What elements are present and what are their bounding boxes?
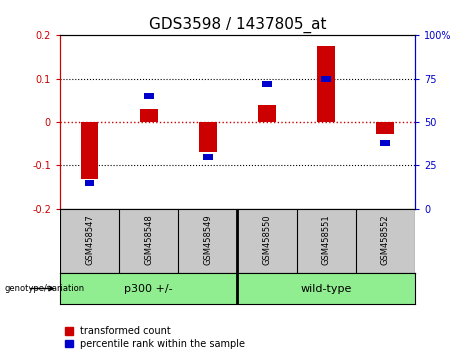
Bar <box>377 122 394 134</box>
Text: GSM458552: GSM458552 <box>381 214 390 264</box>
Text: wild-type: wild-type <box>301 284 352 293</box>
Bar <box>199 122 217 153</box>
Bar <box>203 154 213 160</box>
Text: GSM458547: GSM458547 <box>85 214 94 265</box>
Text: GSM458548: GSM458548 <box>144 214 153 265</box>
Bar <box>144 93 154 99</box>
Bar <box>81 122 98 178</box>
Bar <box>317 46 335 122</box>
Bar <box>85 180 95 185</box>
Bar <box>258 105 276 122</box>
Text: GSM458549: GSM458549 <box>203 214 213 264</box>
Bar <box>380 140 390 146</box>
Bar <box>321 76 331 81</box>
Text: GSM458550: GSM458550 <box>262 214 272 264</box>
Bar <box>140 109 158 122</box>
Text: genotype/variation: genotype/variation <box>5 284 85 293</box>
Title: GDS3598 / 1437805_at: GDS3598 / 1437805_at <box>148 16 326 33</box>
Text: p300 +/-: p300 +/- <box>124 284 173 293</box>
Text: GSM458551: GSM458551 <box>322 214 331 264</box>
Legend: transformed count, percentile rank within the sample: transformed count, percentile rank withi… <box>65 326 245 349</box>
Bar <box>262 81 272 87</box>
